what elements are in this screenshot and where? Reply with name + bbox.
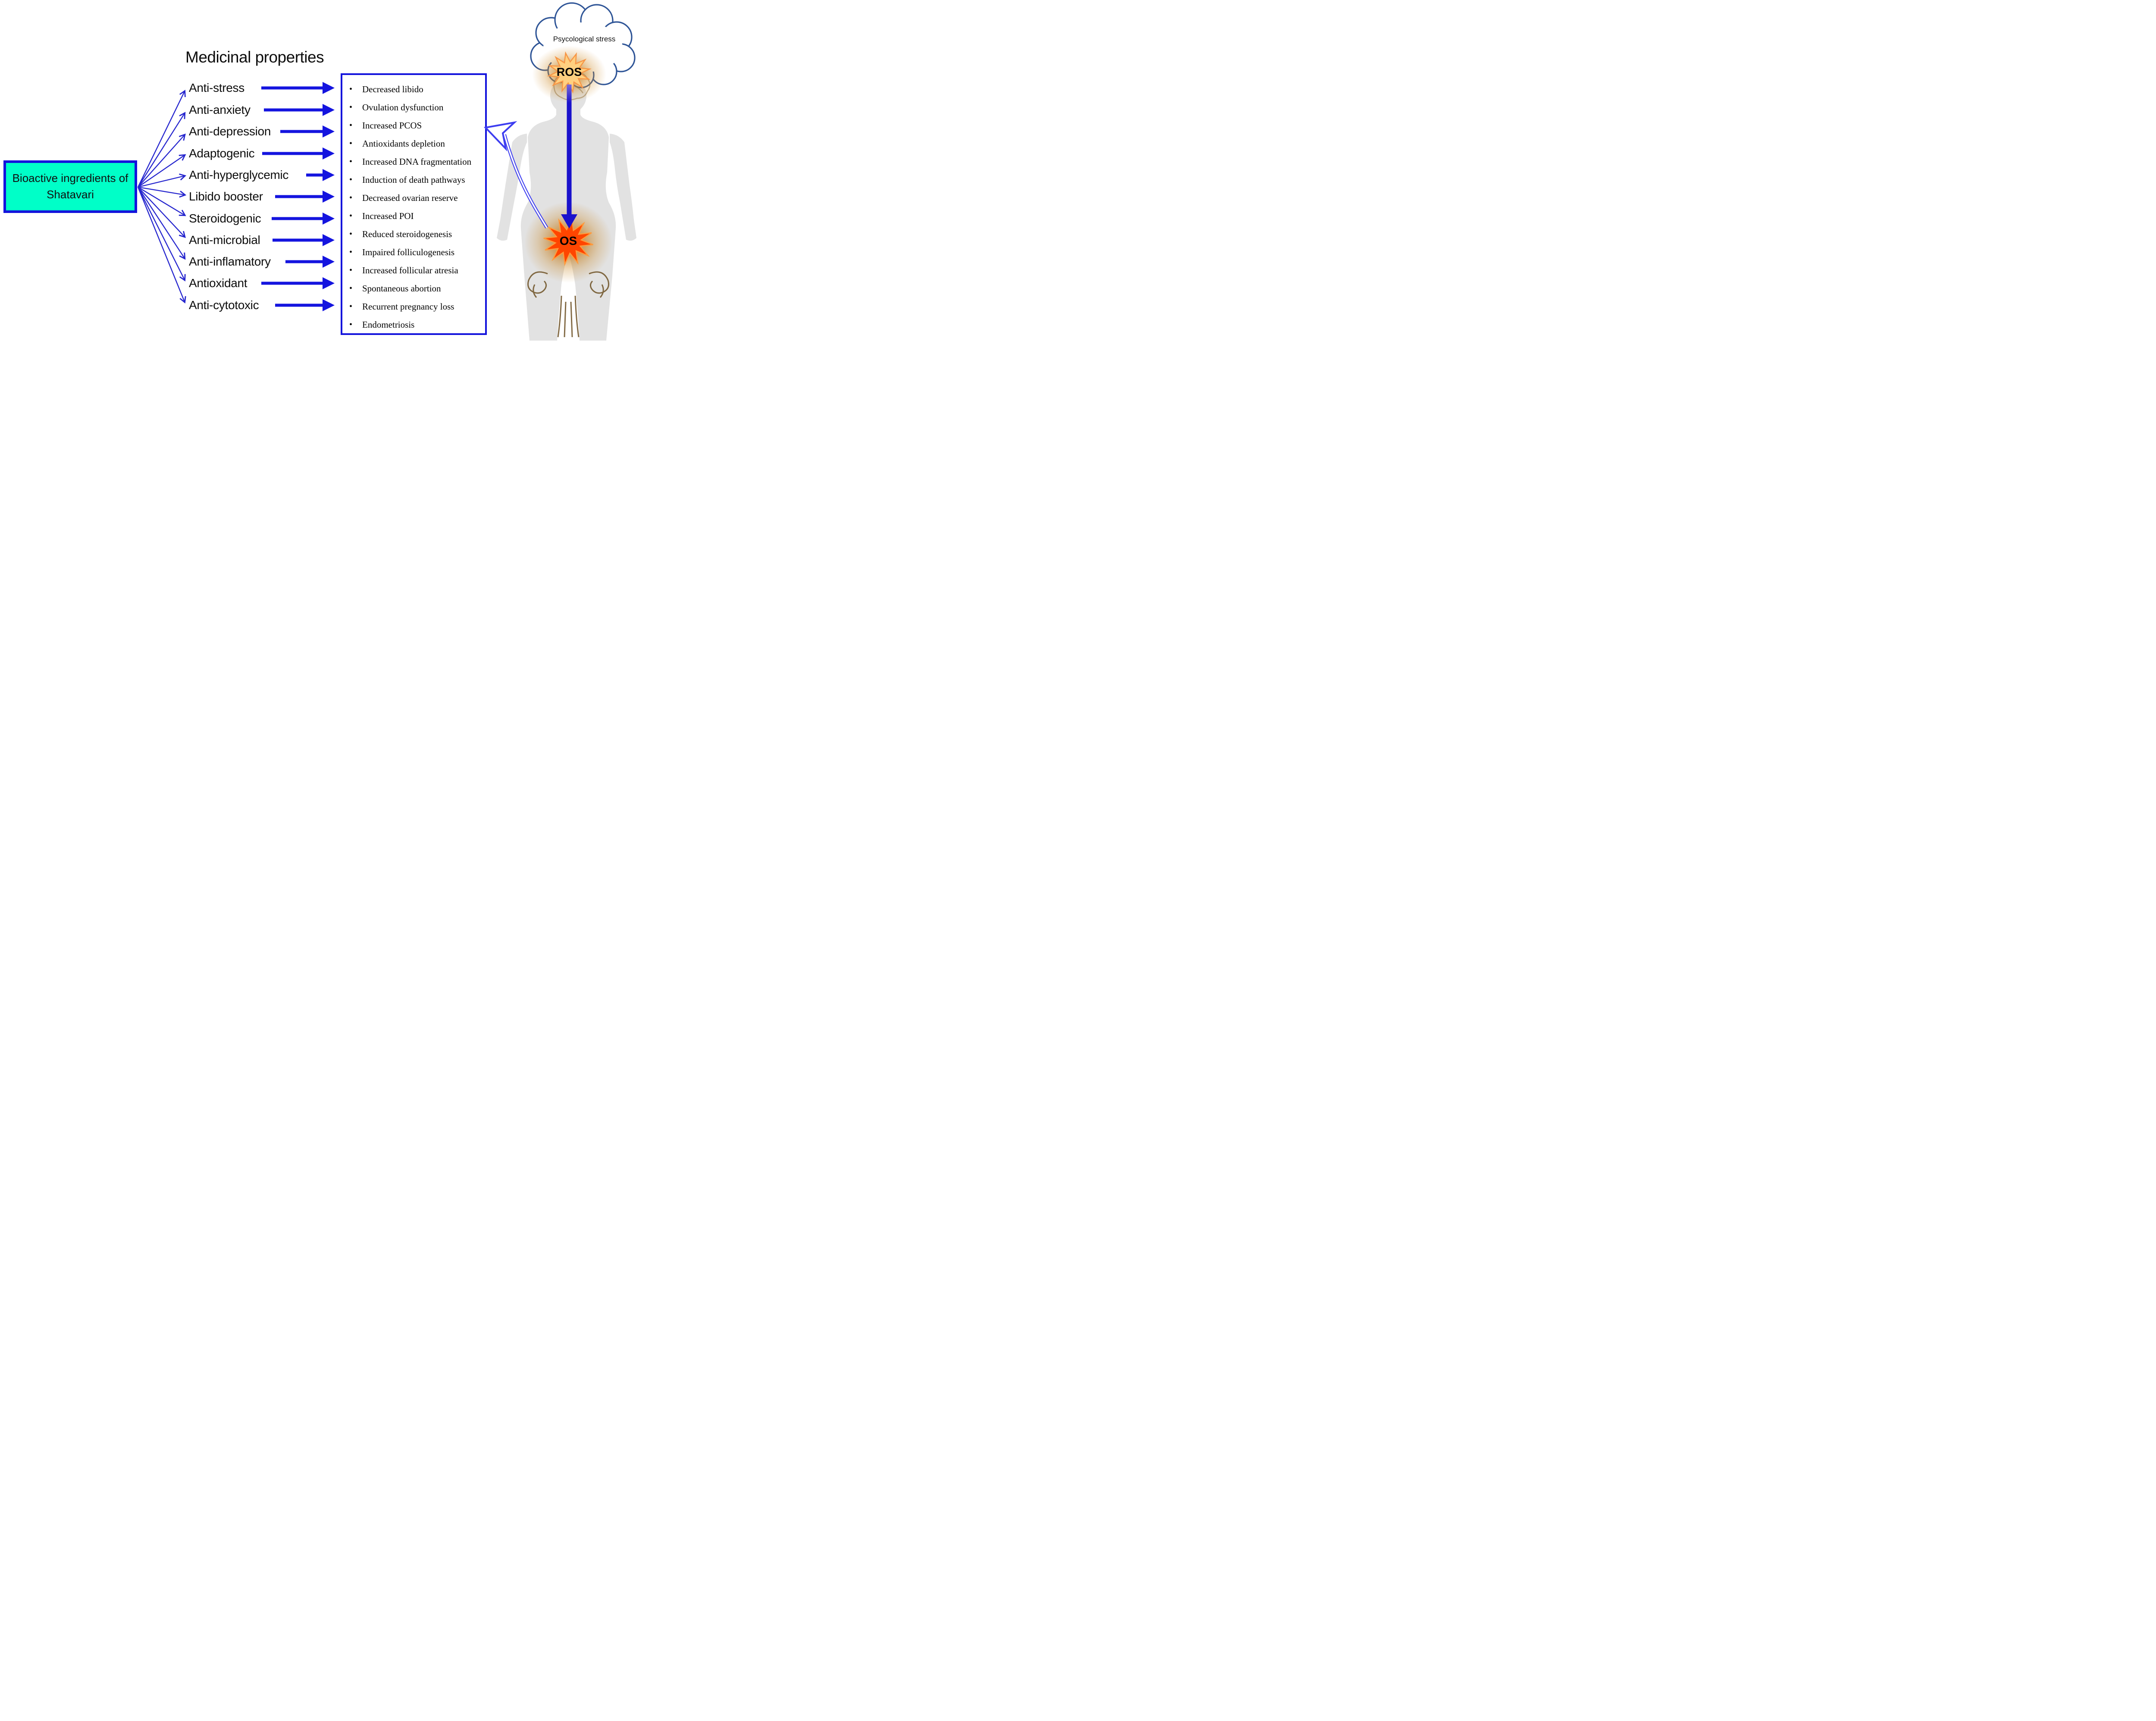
bullet-icon: • xyxy=(349,156,353,166)
fan-arrow xyxy=(137,187,185,280)
bullet-icon: • xyxy=(349,175,353,185)
effect-item: • Increased follicular atresia xyxy=(349,265,458,275)
effect-item: • Decreased libido xyxy=(349,84,423,94)
bullet-icon: • xyxy=(349,102,353,112)
effect-item: • Decreased ovarian reserve xyxy=(349,192,458,203)
effect-item: • Reduced steroidogenesis xyxy=(349,228,452,239)
ros-starburst xyxy=(547,51,592,94)
effect-item: • Ovulation dysfunction xyxy=(349,102,444,113)
fan-arrow xyxy=(137,187,185,302)
property-label-adaptogenic: Adaptogenic xyxy=(189,147,255,160)
fan-arrow xyxy=(138,187,185,237)
cloud-label: Psycological stress xyxy=(553,35,616,43)
effect-item: • Increased PCOS xyxy=(349,120,422,131)
fan-arrow xyxy=(138,135,185,188)
bullet-icon: • xyxy=(349,265,353,275)
bullet-icon: • xyxy=(349,138,353,148)
property-label-anti-cytotoxic: Anti-cytotoxic xyxy=(189,298,259,312)
property-label-libido-booster: Libido booster xyxy=(189,190,263,203)
effect-item: • Antioxidants depletion xyxy=(349,138,445,149)
bullet-icon: • xyxy=(349,283,353,293)
effect-item: • Increased POI xyxy=(349,210,414,221)
effect-item: • Endometriosis xyxy=(349,319,415,330)
fan-arrow xyxy=(137,187,185,258)
bullet-icon: • xyxy=(349,229,353,239)
bullet-icon: • xyxy=(349,301,353,311)
diagram-art xyxy=(137,2,636,341)
fan-arrows xyxy=(137,91,185,302)
bullet-icon: • xyxy=(349,84,353,94)
source-box: Bioactive ingredients of Shatavari xyxy=(3,160,137,213)
uterus-sketch xyxy=(527,271,609,338)
property-label-anti-stress: Anti-stress xyxy=(189,81,244,94)
ros-to-os-arrow xyxy=(561,84,577,228)
property-label-anti-inflamatory: Anti-inflamatory xyxy=(189,255,271,268)
os-label: OS xyxy=(559,234,577,247)
property-label-anti-anxiety: Anti-anxiety xyxy=(189,103,251,116)
bullet-icon: • xyxy=(349,247,353,257)
figure-canvas: Bioactive ingredients of Shatavari Medic… xyxy=(0,0,639,344)
property-arrows xyxy=(261,82,335,311)
fan-arrow xyxy=(138,186,185,215)
silhouette-right-arm xyxy=(610,134,636,241)
property-label-anti-microbial: Anti-microbial xyxy=(189,233,260,247)
effect-item: • Induction of death pathways xyxy=(349,174,465,185)
os-starburst xyxy=(543,216,593,266)
effect-item: • Recurrent pregnancy loss xyxy=(349,301,454,312)
fan-arrow xyxy=(137,91,185,188)
property-label-anti-hyperglycemic: Anti-hyperglycemic xyxy=(189,168,289,181)
bullet-icon: • xyxy=(349,211,353,221)
effect-item: • Spontaneous abortion xyxy=(349,283,441,294)
bullet-icon: • xyxy=(349,120,353,130)
effect-item: • Impaired folliculogenesis xyxy=(349,247,455,257)
fan-arrow xyxy=(137,113,185,188)
effect-item: • Increased DNA fragmentation xyxy=(349,156,472,167)
bullet-icon: • xyxy=(349,193,353,203)
silhouette-left-arm xyxy=(497,134,527,241)
ros-label: ROS xyxy=(556,66,582,78)
effects-box: • Decreased libido • Ovulation dysfunction… xyxy=(341,73,487,335)
property-label-antioxidant: Antioxidant xyxy=(189,276,248,290)
source-box-label: Bioactive ingredients of Shatavari xyxy=(12,172,128,201)
fan-arrow xyxy=(138,155,185,188)
property-label-anti-depression: Anti-depression xyxy=(189,125,271,138)
fan-arrow xyxy=(138,176,185,188)
bullet-icon: • xyxy=(349,319,353,329)
os-to-effects-arrow xyxy=(483,121,548,228)
page-title: Medicinal properties xyxy=(185,48,324,66)
property-label-steroidogenic: Steroidogenic xyxy=(189,212,261,225)
fan-arrow xyxy=(138,186,185,195)
